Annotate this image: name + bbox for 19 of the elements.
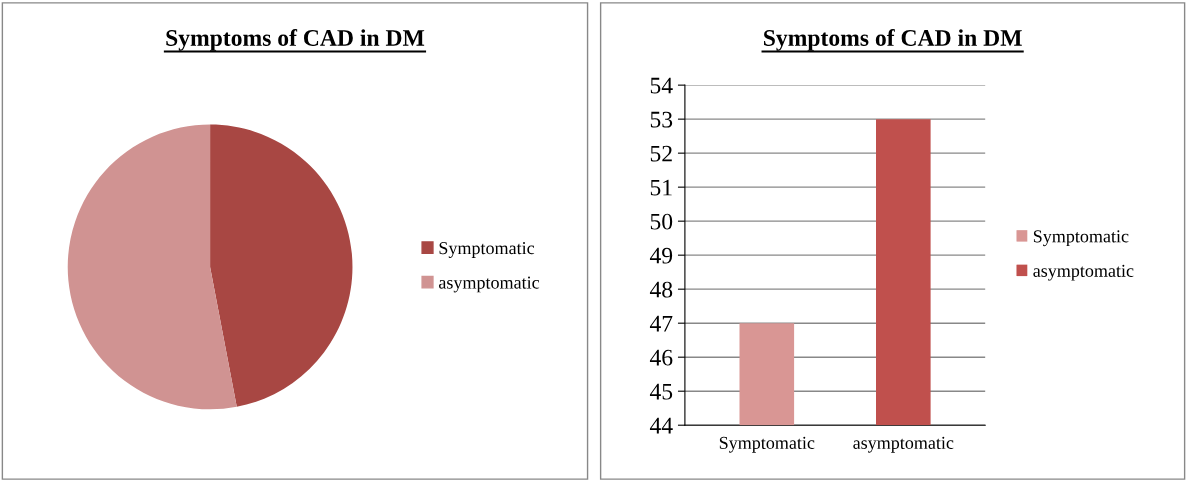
y-tick-label: 50 xyxy=(650,213,673,230)
y-tick-label: 53 xyxy=(650,111,673,128)
chart-title: Symptoms of CAD in DM xyxy=(166,29,425,51)
legend-label: asymptomatic xyxy=(1033,264,1134,281)
y-tick-label: 46 xyxy=(649,349,673,366)
y-tick-label: 51 xyxy=(650,179,672,196)
pie-slice xyxy=(210,124,353,407)
y-tick-label: 45 xyxy=(649,383,673,400)
y-tick-label: 44 xyxy=(649,417,673,434)
legend-label: asymptomatic xyxy=(439,276,540,293)
y-tick-label: 52 xyxy=(650,145,672,162)
y-tick-label: 49 xyxy=(649,247,673,264)
legend-label: Symptomatic xyxy=(439,242,535,258)
legend-label: Symptomatic xyxy=(1033,230,1129,247)
chart-title: Symptoms of CAD in DM xyxy=(764,29,1022,51)
y-tick-label: 54 xyxy=(650,77,673,94)
pie-slice xyxy=(67,124,237,410)
y-tick-label: 47 xyxy=(649,315,673,332)
y-tick-label: 48 xyxy=(649,281,673,298)
